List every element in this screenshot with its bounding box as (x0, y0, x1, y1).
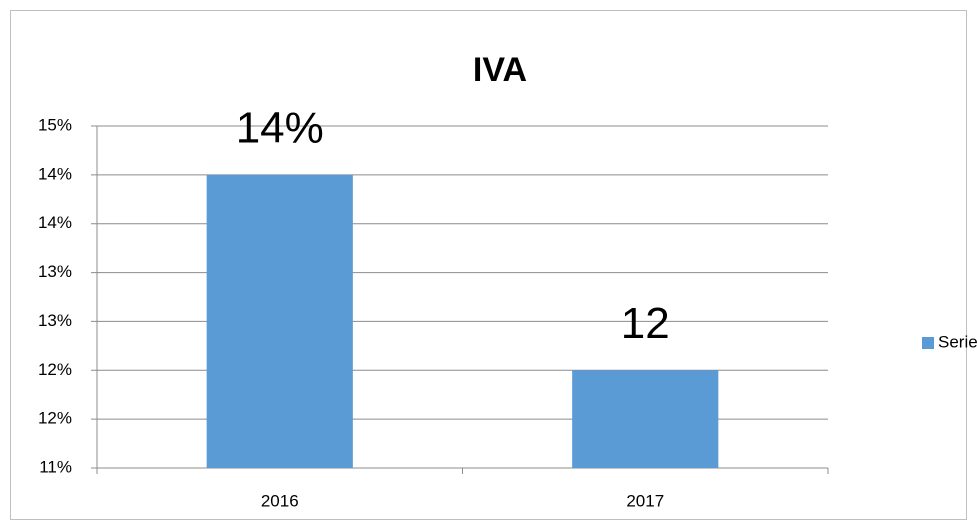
data-label: 14% (236, 103, 324, 152)
data-label: 12 (621, 299, 670, 348)
y-tick-label: 14% (38, 164, 72, 183)
x-tick-label: 2016 (261, 491, 299, 510)
x-tick-label: 2017 (626, 491, 664, 510)
legend-swatch (922, 337, 934, 349)
bar (572, 370, 719, 468)
bar (206, 174, 353, 468)
y-tick-label: 13% (38, 262, 72, 281)
legend-label: Serie 1 (938, 332, 977, 351)
y-tick-label: 15% (38, 115, 72, 134)
y-tick-label: 12% (38, 409, 72, 428)
chart-border (10, 10, 967, 520)
chart-title: IVA (473, 51, 527, 89)
y-tick-label: 11% (39, 457, 72, 476)
y-tick-label: 14% (38, 213, 72, 232)
y-tick-label: 12% (38, 360, 72, 379)
y-tick-label: 13% (38, 311, 72, 330)
